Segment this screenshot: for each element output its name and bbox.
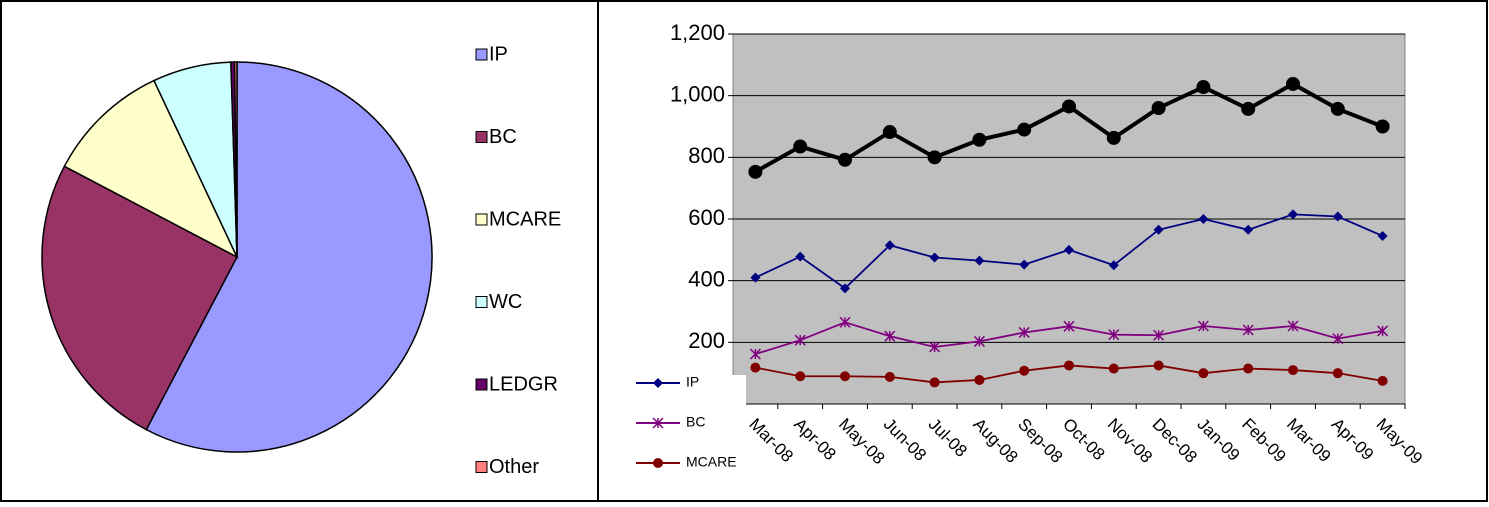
data-point bbox=[1108, 363, 1119, 374]
legend-label: IP bbox=[686, 374, 699, 390]
data-point bbox=[1198, 214, 1209, 224]
data-point bbox=[1332, 333, 1344, 345]
data-point bbox=[882, 125, 897, 140]
data-point bbox=[884, 371, 895, 382]
y-tick-label: 1,200 bbox=[670, 20, 725, 45]
data-point bbox=[1332, 211, 1343, 222]
data-point bbox=[795, 251, 806, 262]
legend-label: LEDGR bbox=[489, 373, 558, 395]
data-point bbox=[839, 316, 851, 328]
legend-marker bbox=[653, 378, 663, 388]
data-point bbox=[1064, 360, 1074, 371]
pie-slice bbox=[233, 61, 238, 258]
data-point bbox=[1062, 99, 1076, 114]
data-point bbox=[750, 272, 761, 283]
legend-swatch bbox=[475, 213, 488, 226]
data-point bbox=[884, 240, 895, 251]
y-tick-label: 800 bbox=[688, 143, 725, 168]
legend-label: Other bbox=[489, 456, 539, 478]
pie-slice bbox=[63, 79, 239, 259]
data-point bbox=[1332, 368, 1343, 379]
legend-swatch bbox=[475, 378, 488, 391]
data-point bbox=[974, 374, 985, 385]
data-point bbox=[793, 139, 808, 154]
data-point bbox=[1375, 119, 1390, 134]
legend-label: MCARE bbox=[489, 208, 561, 230]
y-tick-label: 400 bbox=[688, 266, 725, 291]
data-point bbox=[973, 335, 985, 347]
y-tick-label: 600 bbox=[688, 205, 725, 230]
data-point bbox=[1198, 368, 1209, 379]
data-point bbox=[884, 330, 896, 342]
data-point bbox=[1063, 320, 1075, 332]
data-point bbox=[794, 334, 806, 346]
y-tick-label: 200 bbox=[688, 328, 725, 353]
data-point bbox=[1153, 224, 1164, 235]
data-point bbox=[929, 341, 941, 353]
legend-swatch bbox=[475, 296, 488, 308]
legend-marker bbox=[652, 417, 664, 429]
legend-label: BC bbox=[489, 126, 517, 148]
data-point bbox=[795, 371, 806, 382]
legend-label: WC bbox=[489, 291, 522, 313]
data-point bbox=[749, 348, 761, 360]
legend-box bbox=[628, 375, 746, 500]
data-point bbox=[840, 371, 850, 382]
data-point bbox=[1018, 326, 1030, 338]
data-point bbox=[972, 132, 987, 147]
data-point bbox=[1153, 360, 1164, 371]
data-point bbox=[1330, 101, 1345, 116]
data-point bbox=[1288, 365, 1298, 376]
legend-swatch bbox=[475, 48, 488, 61]
data-point bbox=[748, 164, 763, 179]
legend-swatch bbox=[475, 131, 488, 143]
data-point bbox=[838, 152, 852, 167]
data-point bbox=[1242, 324, 1254, 336]
data-point bbox=[1019, 365, 1030, 376]
data-point bbox=[750, 362, 761, 373]
data-point bbox=[1153, 329, 1165, 341]
data-point bbox=[1017, 122, 1032, 137]
data-point bbox=[1108, 329, 1120, 341]
data-point bbox=[1243, 363, 1254, 374]
data-point bbox=[1197, 320, 1209, 332]
data-point bbox=[1019, 259, 1030, 270]
data-point bbox=[1377, 230, 1388, 241]
data-point bbox=[929, 252, 940, 263]
data-point bbox=[974, 255, 985, 266]
legend-marker bbox=[653, 458, 663, 468]
data-point bbox=[1377, 325, 1389, 337]
data-point bbox=[1064, 244, 1074, 255]
legend-label: BC bbox=[686, 414, 705, 430]
pie-slice bbox=[145, 61, 433, 453]
data-point bbox=[1377, 375, 1388, 386]
data-point bbox=[1288, 209, 1298, 220]
data-point bbox=[1243, 224, 1254, 235]
data-point bbox=[840, 283, 850, 294]
legend-label: IP bbox=[489, 43, 508, 65]
y-tick-label: 1,000 bbox=[670, 81, 725, 106]
data-point bbox=[1151, 101, 1166, 115]
data-point bbox=[927, 150, 942, 165]
data-point bbox=[1287, 320, 1299, 332]
legend-swatch bbox=[475, 461, 488, 473]
legend-label: MCARE bbox=[686, 454, 737, 470]
data-point bbox=[929, 377, 940, 388]
data-point bbox=[1241, 101, 1256, 116]
data-point bbox=[1286, 76, 1300, 91]
data-point bbox=[1196, 80, 1211, 95]
data-point bbox=[1106, 130, 1121, 145]
data-point bbox=[1108, 260, 1119, 271]
